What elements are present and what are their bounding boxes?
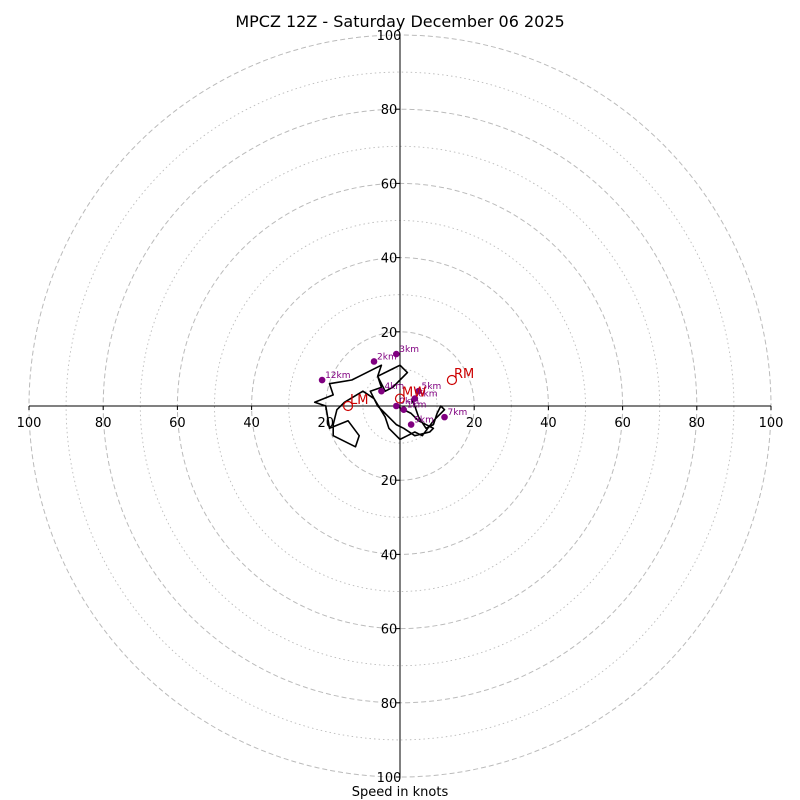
y-tick-label: 40	[381, 548, 398, 563]
height-marker-label: 6km	[418, 390, 438, 400]
x-tick-label: 40	[540, 416, 557, 431]
x-tick-label: 40	[243, 416, 260, 431]
x-tick-label: 100	[759, 416, 784, 431]
height-marker-point	[400, 406, 408, 414]
storm-motion-point	[446, 374, 458, 386]
y-tick-label: 60	[381, 623, 398, 638]
y-tick-label: 80	[381, 103, 398, 118]
height-marker-point	[370, 358, 378, 365]
height-marker-point	[378, 387, 385, 395]
chart-title: MPCZ 12Z - Saturday December 06 2025	[235, 12, 564, 31]
y-tick-label: 80	[381, 697, 398, 712]
height-marker-label: 7km	[448, 408, 468, 418]
height-marker-label: 5km	[422, 382, 442, 392]
wind-trace	[313, 364, 446, 448]
storm-motion-label: MW	[402, 386, 426, 401]
y-tick-label: 40	[381, 252, 398, 267]
x-tick-label: 100	[17, 416, 42, 431]
height-marker-point	[407, 421, 415, 428]
wind-trace-line	[313, 364, 446, 448]
storm-motion-label: LM	[350, 393, 368, 408]
y-tick-label: 100	[377, 29, 402, 44]
height-marker-label: 9km	[414, 416, 434, 426]
storm-motion-markers: RM LM MW	[342, 367, 474, 412]
x-tick-label: 60	[169, 416, 186, 431]
y-tick-label: 20	[381, 474, 398, 489]
height-marker-label: 2km	[377, 352, 397, 362]
height-marker-point	[415, 387, 422, 395]
x-axis-label: Speed in knots	[352, 785, 449, 800]
height-marker-point	[392, 350, 400, 358]
height-marker-point	[392, 402, 400, 410]
height-marker-point	[441, 413, 448, 421]
y-tick-label: 20	[381, 326, 398, 341]
x-tick-label: 20	[466, 416, 483, 431]
tick-labels: 100 80 60 40 20 20 40 60 80 100 100 80 60 40 20 20 40 60 8…	[17, 29, 784, 786]
height-marker-label: 1km	[407, 401, 427, 411]
storm-motion-point	[342, 400, 354, 412]
x-tick-label: 60	[614, 416, 631, 431]
x-tick-label: 80	[689, 416, 706, 431]
axes	[29, 35, 771, 777]
x-tick-label: 20	[318, 416, 335, 431]
height-marker-label: 12km	[325, 371, 350, 381]
x-tick-label: 80	[95, 416, 112, 431]
height-marker-label: 4km	[384, 382, 404, 392]
height-marker-point	[318, 376, 326, 384]
storm-motion-point	[394, 393, 406, 404]
height-marker-point	[411, 395, 419, 402]
y-tick-label: 100	[377, 771, 402, 786]
y-tick-label: 60	[381, 177, 398, 192]
storm-motion-label: RM	[454, 367, 474, 382]
height-marker-label: 3km	[399, 345, 419, 355]
height-marker-label: 0km	[399, 397, 419, 407]
